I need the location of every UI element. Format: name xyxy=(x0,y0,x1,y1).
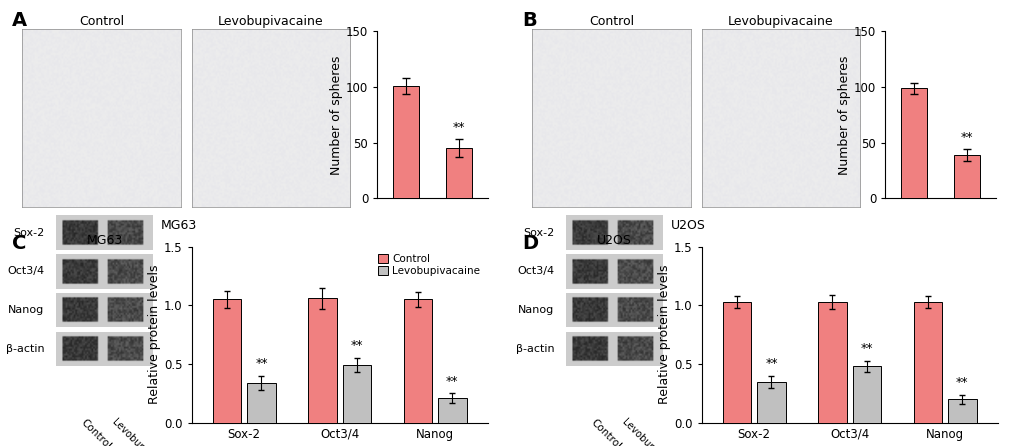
Text: MG63: MG63 xyxy=(87,234,122,247)
Text: Sox-2: Sox-2 xyxy=(13,227,45,238)
Y-axis label: Number of spheres: Number of spheres xyxy=(838,55,851,174)
Bar xyxy=(404,300,432,423)
Y-axis label: Relative protein levels: Relative protein levels xyxy=(148,265,161,405)
Text: **: ** xyxy=(764,357,776,370)
Bar xyxy=(213,300,242,423)
Text: β-actin: β-actin xyxy=(6,344,45,354)
Text: **: ** xyxy=(960,131,972,144)
Title: Control: Control xyxy=(78,15,124,28)
Title: Levobupivacaine: Levobupivacaine xyxy=(218,15,323,28)
Text: A: A xyxy=(12,11,28,30)
Y-axis label: Relative protein levels: Relative protein levels xyxy=(657,265,671,405)
Bar xyxy=(900,88,926,198)
Bar xyxy=(308,298,336,423)
Text: U2OS: U2OS xyxy=(671,219,705,231)
Text: Levobupivacaine: Levobupivacaine xyxy=(620,417,685,446)
Bar xyxy=(817,302,846,423)
Title: Control: Control xyxy=(588,15,634,28)
Bar xyxy=(342,365,371,423)
Text: C: C xyxy=(12,234,26,253)
Text: Levobupivacaine: Levobupivacaine xyxy=(110,417,175,446)
Text: B: B xyxy=(522,11,536,30)
Bar xyxy=(722,302,751,423)
Text: Nanog: Nanog xyxy=(8,305,45,315)
Text: U2OS: U2OS xyxy=(596,234,632,247)
Text: Oct3/4: Oct3/4 xyxy=(517,266,554,277)
Title: Levobupivacaine: Levobupivacaine xyxy=(728,15,833,28)
Bar xyxy=(437,398,466,423)
Bar xyxy=(953,155,979,198)
Text: Nanog: Nanog xyxy=(518,305,554,315)
Bar xyxy=(947,399,975,423)
Text: **: ** xyxy=(255,357,267,370)
Bar xyxy=(756,382,785,423)
Bar xyxy=(392,86,419,198)
Bar xyxy=(445,148,472,198)
Text: **: ** xyxy=(860,342,872,355)
Bar xyxy=(913,302,942,423)
Text: Control: Control xyxy=(588,417,622,446)
Text: Sox-2: Sox-2 xyxy=(523,227,554,238)
Text: **: ** xyxy=(351,339,363,352)
Text: Control: Control xyxy=(78,417,112,446)
Text: **: ** xyxy=(445,375,459,388)
Bar xyxy=(247,383,275,423)
Text: **: ** xyxy=(955,376,968,389)
Text: **: ** xyxy=(452,121,465,134)
Text: D: D xyxy=(522,234,538,253)
Text: Oct3/4: Oct3/4 xyxy=(7,266,45,277)
Text: β-actin: β-actin xyxy=(516,344,554,354)
Legend: Control, Levobupivacaine: Control, Levobupivacaine xyxy=(375,252,482,278)
Bar xyxy=(852,367,880,423)
Y-axis label: Number of spheres: Number of spheres xyxy=(330,55,343,174)
Text: MG63: MG63 xyxy=(160,219,197,231)
